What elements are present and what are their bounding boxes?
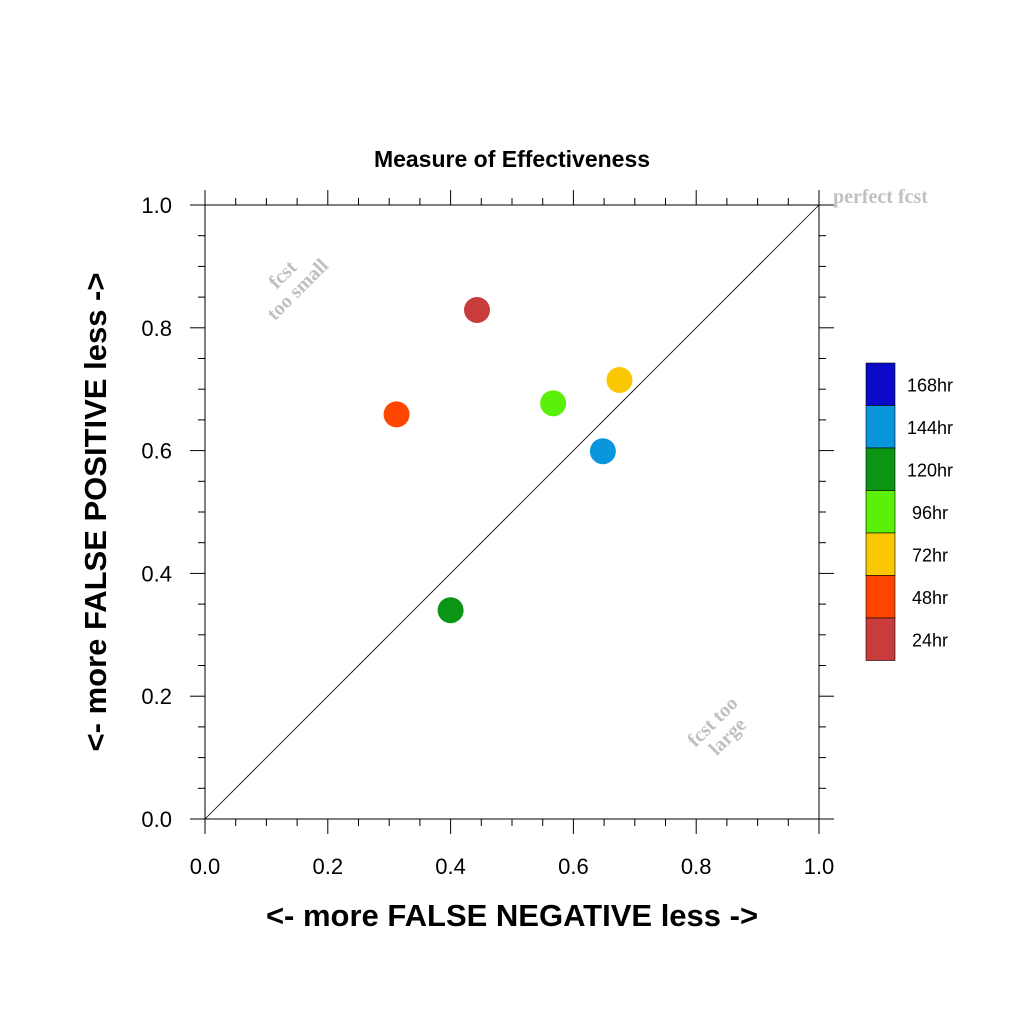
y-tick-label: 1.0 bbox=[141, 193, 172, 218]
legend: 168hr 144hr 120hr 96hr 72hr 48hr 24hr bbox=[865, 362, 953, 661]
axis-ticks bbox=[190, 190, 834, 834]
y-axis-label: <- more FALSE POSITIVE less -> bbox=[78, 273, 113, 752]
x-axis-label: <- more FALSE NEGATIVE less -> bbox=[266, 898, 758, 933]
x-tick-label: 1.0 bbox=[804, 854, 835, 879]
x-tick-labels: 0.0 0.2 0.4 0.6 0.8 1.0 bbox=[190, 854, 835, 879]
legend-label-96hr: 96hr bbox=[912, 503, 948, 523]
chart-title: Measure of Effectiveness bbox=[374, 146, 650, 172]
legend-label-48hr: 48hr bbox=[912, 588, 948, 608]
legend-swatch-120hr bbox=[865, 447, 896, 491]
point-144hr bbox=[589, 438, 616, 465]
data-points bbox=[383, 296, 633, 624]
point-48hr bbox=[383, 401, 410, 428]
legend-label-72hr: 72hr bbox=[912, 545, 948, 565]
y-tick-labels: 0.0 0.2 0.4 0.6 0.8 1.0 bbox=[141, 193, 172, 832]
y-tick-label: 0.4 bbox=[141, 561, 172, 586]
x-tick-label: 0.0 bbox=[190, 854, 221, 879]
y-tick-label: 0.8 bbox=[141, 316, 172, 341]
legend-swatch-48hr bbox=[865, 575, 896, 619]
legend-swatch-168hr bbox=[865, 362, 896, 406]
legend-label-144hr: 144hr bbox=[907, 418, 953, 438]
too-small-annotation: fcst too small bbox=[263, 254, 333, 324]
x-tick-label: 0.2 bbox=[313, 854, 344, 879]
point-24hr bbox=[464, 296, 491, 323]
legend-swatch-24hr bbox=[865, 617, 896, 661]
too-large-annotation: fcst too large bbox=[683, 692, 751, 760]
y-tick-label: 0.2 bbox=[141, 684, 172, 709]
legend-swatch-96hr bbox=[865, 490, 896, 534]
legend-swatch-144hr bbox=[865, 405, 896, 449]
x-tick-label: 0.8 bbox=[681, 854, 712, 879]
point-96hr bbox=[540, 390, 567, 417]
x-tick-label: 0.4 bbox=[435, 854, 466, 879]
perfect-forecast-line bbox=[204, 204, 820, 820]
perfect-forecast-annotation: perfect fcst bbox=[833, 186, 928, 208]
point-120hr bbox=[437, 597, 464, 624]
legend-swatch-72hr bbox=[865, 532, 896, 576]
legend-label-24hr: 24hr bbox=[912, 630, 948, 650]
legend-label-168hr: 168hr bbox=[907, 375, 953, 395]
x-tick-label: 0.6 bbox=[558, 854, 589, 879]
y-tick-label: 0.6 bbox=[141, 439, 172, 464]
legend-label-120hr: 120hr bbox=[907, 460, 953, 480]
point-72hr bbox=[606, 366, 633, 393]
too-small-line-2: too small bbox=[263, 254, 333, 324]
y-tick-label: 0.0 bbox=[141, 807, 172, 832]
